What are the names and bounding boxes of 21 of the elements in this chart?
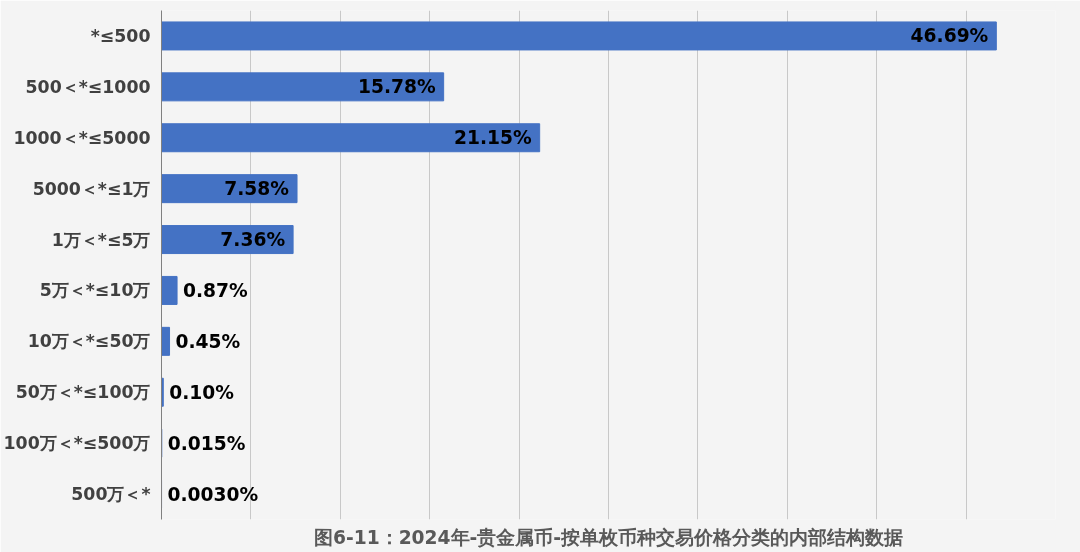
y-tick-label: 1万＜*≤5万 xyxy=(51,229,151,250)
data-label: 0.87% xyxy=(183,279,249,301)
y-tick-label: 500＜*≤1000 xyxy=(25,76,151,97)
text: 图6-11：2024年-贵金属币-按单枚币种交易价格分类的内部结构数据 xyxy=(313,526,904,548)
y-tick-label: 50万＜*≤100万 xyxy=(15,382,151,403)
y-tick-label: 5万＜*≤10万 xyxy=(39,280,151,301)
data-label: 46.69% xyxy=(910,25,989,47)
data-label: 0.0030% xyxy=(167,483,259,505)
y-tick-label: *≤500 xyxy=(90,25,151,46)
y-tick-label: 100万＜*≤500万 xyxy=(3,433,151,454)
data-label: 0.015% xyxy=(167,432,246,454)
y-tick-label: 10万＜*≤50万 xyxy=(27,331,151,352)
y-tick-label: 500万＜* xyxy=(71,484,151,505)
data-label: 0.45% xyxy=(175,330,241,352)
y-tick-label: 1000＜*≤5000 xyxy=(13,127,151,148)
y-tick-label: 5000＜*≤1万 xyxy=(32,178,151,199)
data-label: 7.36% xyxy=(220,229,286,251)
data-label: 7.58% xyxy=(224,178,290,200)
data-label: 0.10% xyxy=(169,381,235,403)
data-label: 15.78% xyxy=(357,76,436,98)
data-label: 21.15% xyxy=(453,127,532,149)
